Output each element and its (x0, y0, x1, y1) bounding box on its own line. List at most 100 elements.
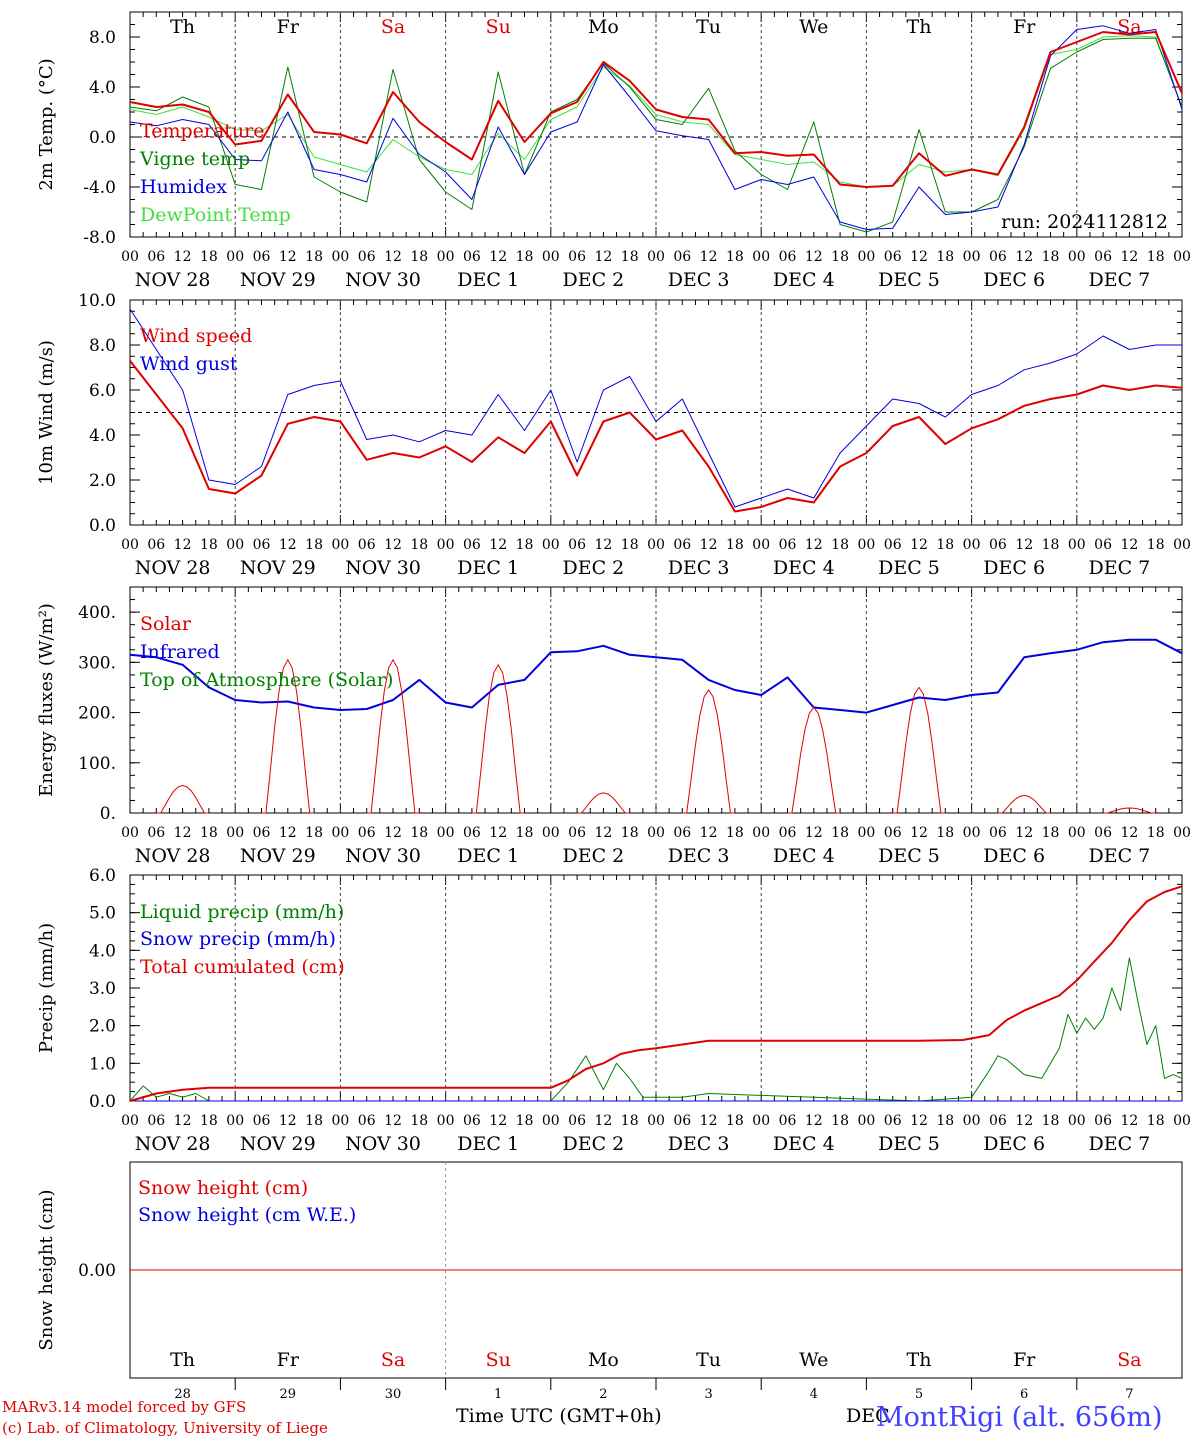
day-number-label: 7 (1125, 1387, 1133, 1402)
hour-tick-label: 06 (989, 249, 1007, 265)
solar-line (366, 658, 420, 814)
date-label: DEC 7 (1089, 557, 1151, 579)
hour-tick-label: 12 (700, 825, 718, 841)
hour-tick-label: 18 (1147, 1113, 1165, 1129)
hour-tick-label: 00 (752, 1113, 770, 1129)
y-tick-label: 0.0 (89, 1092, 116, 1112)
hour-tick-label: 18 (726, 1113, 744, 1129)
hour-tick-label: 06 (989, 825, 1007, 841)
hour-tick-label: 18 (936, 1113, 954, 1129)
date-label: NOV 28 (135, 1133, 211, 1155)
legend-entry: Liquid precip (mm/h) (140, 901, 344, 923)
hour-tick-label: 18 (305, 825, 323, 841)
hour-tick-label: 06 (673, 825, 691, 841)
hour-tick-label: 06 (147, 825, 165, 841)
weekday-label: Sa (381, 16, 405, 38)
weekday-label: We (799, 1349, 828, 1371)
y-tick-label: 4.0 (89, 941, 116, 961)
hour-tick-label: 06 (147, 1113, 165, 1129)
hour-tick-label: 00 (542, 825, 560, 841)
y-tick-label: -4.0 (83, 178, 116, 198)
hour-tick-label: 00 (857, 1113, 875, 1129)
hour-tick-label: 18 (621, 537, 639, 553)
hour-tick-label: 00 (226, 1113, 244, 1129)
hour-tick-label: 12 (1015, 537, 1033, 553)
hour-tick-label: 00 (121, 249, 139, 265)
date-label: NOV 30 (345, 269, 421, 291)
hour-tick-label: 12 (805, 1113, 823, 1129)
date-label: DEC 5 (878, 845, 940, 867)
y-tick-label: 0. (100, 804, 116, 824)
hour-tick-label: 18 (1147, 249, 1165, 265)
hour-tick-label: 18 (621, 825, 639, 841)
date-label: DEC 7 (1089, 845, 1151, 867)
weekday-label: We (799, 16, 828, 38)
hour-tick-label: 18 (621, 1113, 639, 1129)
hour-tick-label: 12 (1015, 825, 1033, 841)
weekday-label: Mo (588, 16, 619, 38)
hour-tick-label: 18 (726, 825, 744, 841)
date-label: DEC 5 (878, 269, 940, 291)
hour-tick-label: 00 (121, 537, 139, 553)
hour-tick-label: 00 (1173, 825, 1191, 841)
date-label: DEC 1 (457, 269, 519, 291)
hour-tick-label: 00 (331, 825, 349, 841)
solar-line (261, 658, 315, 814)
hour-tick-label: 12 (700, 1113, 718, 1129)
hour-tick-label: 12 (1120, 249, 1138, 265)
hour-tick-label: 00 (226, 537, 244, 553)
hour-tick-label: 00 (1068, 1113, 1086, 1129)
y-tick-label: 5.0 (89, 904, 116, 924)
wind-gust-line (129, 308, 1182, 508)
day-number-label: 28 (174, 1387, 191, 1402)
y-tick-label: 2.0 (89, 471, 116, 491)
hour-tick-label: 12 (489, 249, 507, 265)
hour-tick-label: 00 (437, 1113, 455, 1129)
hour-tick-label: 06 (779, 1113, 797, 1129)
hour-tick-label: 06 (253, 249, 271, 265)
y-axis-label: 2m Temp. (°C) (36, 58, 57, 190)
weekday-label: Th (170, 1349, 195, 1371)
hour-tick-label: 12 (700, 537, 718, 553)
date-label: DEC 2 (563, 845, 625, 867)
y-tick-label: 1.0 (89, 1054, 116, 1074)
hour-tick-label: 12 (279, 1113, 297, 1129)
weekday-label: Sa (1117, 1349, 1141, 1371)
weekday-label: Sa (381, 1349, 405, 1371)
date-label: DEC 6 (983, 1133, 1045, 1155)
date-label: DEC 3 (668, 269, 730, 291)
hour-tick-label: 00 (121, 1113, 139, 1129)
date-label: DEC 3 (668, 845, 730, 867)
hour-tick-label: 06 (989, 1113, 1007, 1129)
y-axis-label: 10m Wind (m/s) (36, 340, 57, 485)
date-label: DEC 4 (773, 269, 835, 291)
solar-line (471, 663, 525, 814)
hour-tick-label: 12 (489, 825, 507, 841)
date-label: NOV 29 (240, 557, 316, 579)
hour-tick-label: 00 (963, 1113, 981, 1129)
legend-entry: Wind speed (140, 325, 252, 347)
hour-tick-label: 18 (1042, 1113, 1060, 1129)
solar-line (1103, 807, 1156, 814)
date-label: DEC 4 (773, 845, 835, 867)
weekday-label: Su (486, 1349, 511, 1371)
hour-tick-label: 00 (963, 249, 981, 265)
hour-tick-label: 06 (358, 249, 376, 265)
hour-tick-label: 06 (463, 1113, 481, 1129)
hour-tick-label: 12 (384, 537, 402, 553)
hour-tick-label: 18 (516, 249, 534, 265)
hour-tick-label: 18 (410, 1113, 428, 1129)
day-number-label: 1 (494, 1387, 502, 1402)
legend-entry: Snow height (cm) (138, 1177, 308, 1199)
hour-tick-label: 00 (647, 825, 665, 841)
hour-tick-label: 18 (305, 537, 323, 553)
date-label: DEC 4 (773, 557, 835, 579)
hour-tick-label: 12 (1015, 249, 1033, 265)
y-tick-label: 6.0 (89, 866, 116, 886)
hour-tick-label: 06 (673, 537, 691, 553)
hour-tick-label: 00 (752, 249, 770, 265)
hour-tick-label: 06 (358, 537, 376, 553)
solar-line (577, 792, 630, 814)
total-cumulated-line (129, 885, 1183, 1102)
